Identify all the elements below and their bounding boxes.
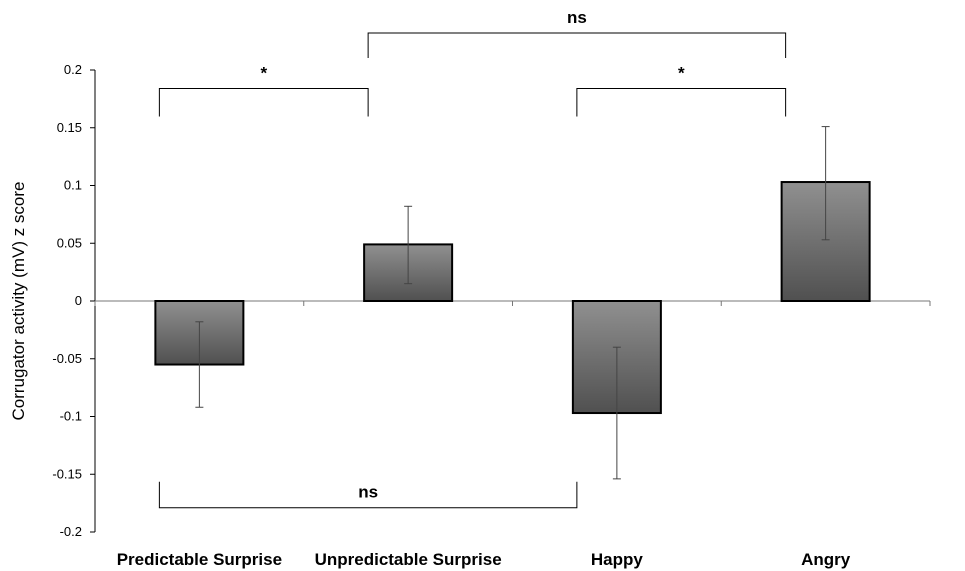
- labels: Corrugator activity (mV) z score Predicta…: [9, 182, 851, 570]
- significance-label: ns: [358, 483, 378, 502]
- y-tick-label: -0.15: [52, 466, 82, 481]
- significance-brackets: * * ns ns: [158, 8, 787, 509]
- category-label: Unpredictable Surprise: [315, 550, 502, 569]
- significance-label: ns: [567, 8, 587, 27]
- y-axis-title: Corrugator activity (mV) z score: [9, 182, 28, 421]
- significance-bracket: [158, 87, 369, 117]
- significance-bracket: [367, 32, 787, 58]
- category-label: Angry: [801, 550, 851, 569]
- significance-bracket: [576, 87, 787, 117]
- category-label: Predictable Surprise: [117, 550, 282, 569]
- category-label: Happy: [591, 550, 644, 569]
- y-tick-label: -0.05: [52, 351, 82, 366]
- y-tick-label: -0.2: [60, 524, 82, 539]
- error-bars: [195, 126, 830, 480]
- y-tick-label: 0.1: [64, 178, 82, 193]
- y-tick-label: -0.1: [60, 409, 82, 424]
- y-tick-label: 0: [75, 293, 82, 308]
- significance-bracket: [158, 481, 578, 509]
- y-tick-label: 0.15: [57, 120, 82, 135]
- significance-label: *: [678, 63, 685, 82]
- y-tick-label: 0.2: [64, 62, 82, 77]
- bars: [154, 181, 871, 415]
- significance-label: *: [260, 63, 267, 82]
- y-tick-label: 0.05: [57, 235, 82, 250]
